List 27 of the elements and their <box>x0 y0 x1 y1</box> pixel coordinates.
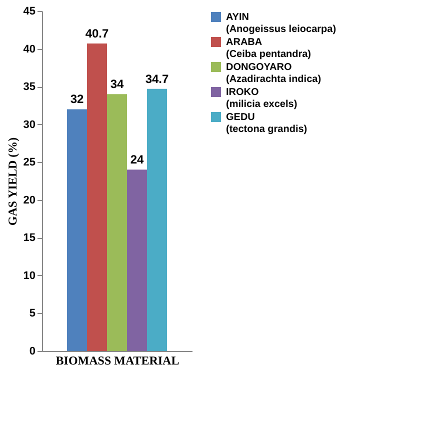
bar <box>87 43 107 351</box>
data-label: 40.7 <box>85 26 109 40</box>
data-label: 34.7 <box>145 72 169 86</box>
y-axis-title: GAS YIELD (%) <box>5 137 20 226</box>
x-axis-title: BIOMASS MATERIAL <box>56 354 180 368</box>
bar <box>147 88 167 351</box>
y-tick-label: 5 <box>29 308 36 320</box>
y-tick-label: 40 <box>23 43 36 56</box>
y-tick-label: 15 <box>23 232 36 244</box>
data-label: 34 <box>110 77 124 92</box>
legend-label: AYIN (Anogeissus leiocarpa) <box>226 12 336 35</box>
bar <box>107 94 127 351</box>
y-tick-label: 0 <box>29 346 36 358</box>
y-tick-label: 45 <box>23 6 36 18</box>
bar <box>127 170 147 351</box>
bar <box>67 109 87 351</box>
legend-label: IROKO (milicia excels) <box>226 87 298 110</box>
y-tick-label: 25 <box>23 156 36 169</box>
legend-label: DONGOYARO (Azadirachta indica) <box>226 62 322 85</box>
y-tick-label: 10 <box>23 270 36 282</box>
data-label: 32 <box>70 92 84 106</box>
y-tick-label: 20 <box>23 194 36 206</box>
legend-label: GEDU (tectona grandis) <box>226 112 308 135</box>
y-tick-label: 35 <box>23 81 36 94</box>
data-label: 24 <box>130 152 144 167</box>
legend-label: ARABA (Ceiba pentandra) <box>226 37 312 60</box>
y-tick-label: 30 <box>23 118 36 131</box>
